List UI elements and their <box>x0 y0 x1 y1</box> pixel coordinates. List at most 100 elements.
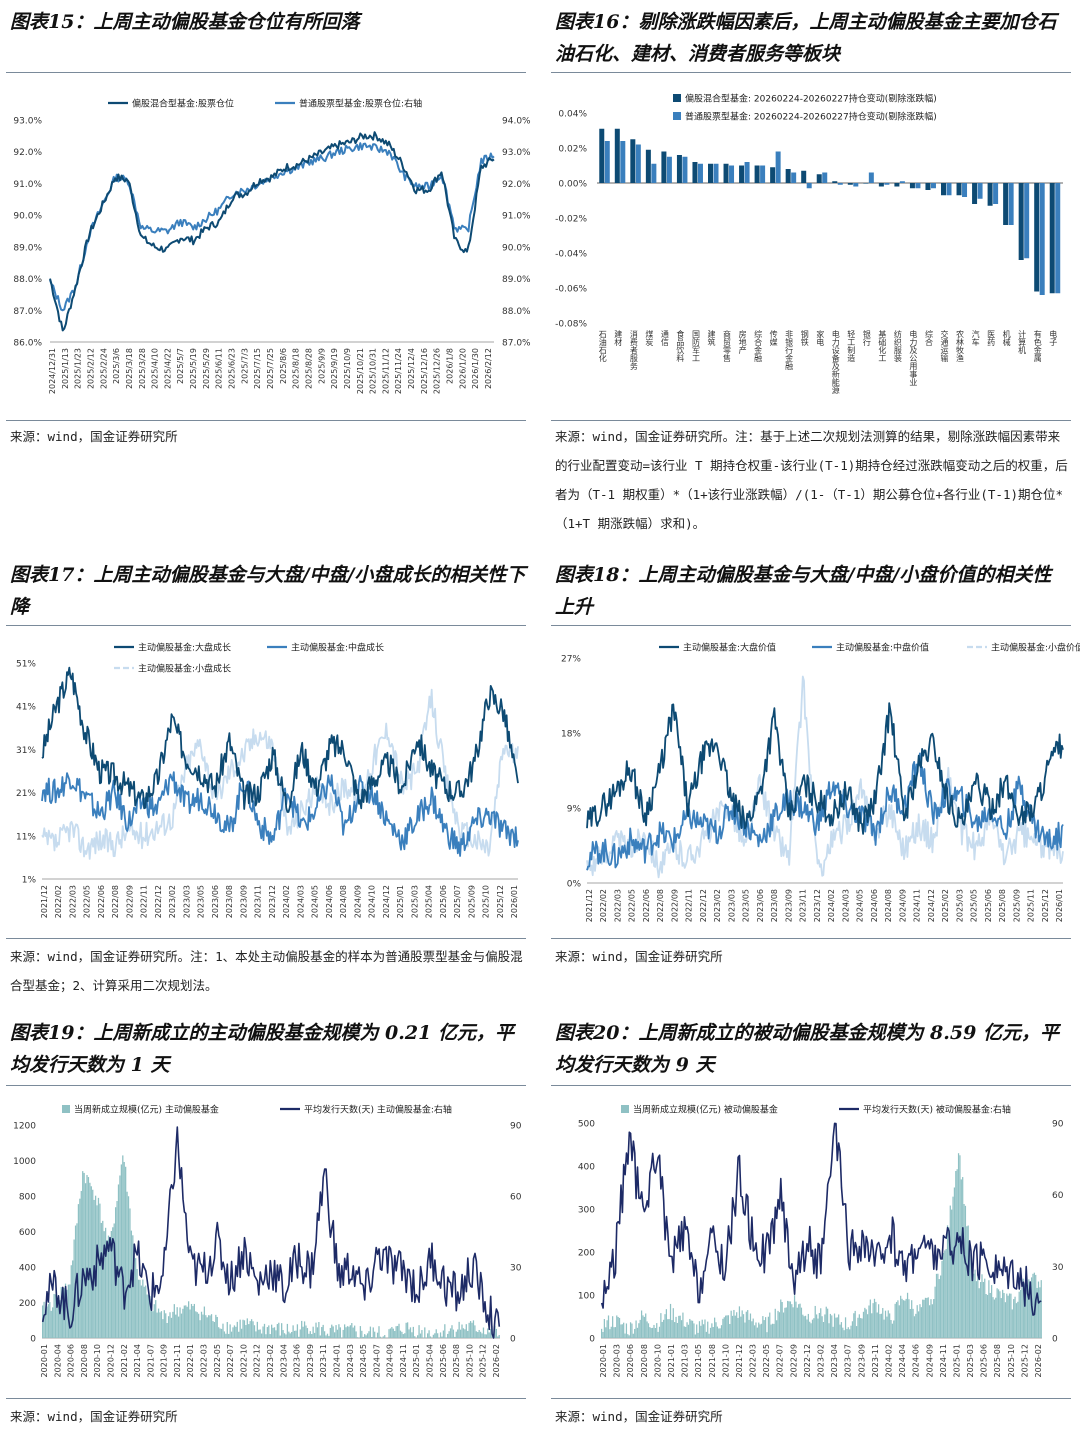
p19-bar-147 <box>252 1321 254 1338</box>
p16-category-5: 食品饮料 <box>676 329 685 363</box>
p20-bar-44 <box>661 1321 663 1338</box>
p19-bar-282 <box>445 1337 447 1338</box>
p20-bar-214 <box>895 1302 898 1338</box>
p20-bar-253 <box>949 1205 951 1338</box>
p19-bar-6 <box>50 1310 52 1338</box>
p20-bar-223 <box>908 1299 910 1338</box>
p19-ytick-0: 1200 <box>13 1122 36 1132</box>
p20-bar-147 <box>803 1316 805 1338</box>
p19-bar-107 <box>195 1311 197 1338</box>
p16-bar-1-29 <box>1055 183 1061 294</box>
p16-bar-1-3 <box>651 163 657 183</box>
p19-bar-269 <box>427 1333 429 1338</box>
p19-ytick-6: 0 <box>30 1335 36 1345</box>
p15-ytick-1: 92.0% <box>13 148 42 158</box>
p18-ytick-3: 0% <box>567 880 582 890</box>
p20-bar-167 <box>831 1315 833 1338</box>
p19-bar-5 <box>49 1302 51 1338</box>
p15-ytick-2: 91.0% <box>13 180 42 190</box>
p19-bar-182 <box>302 1326 304 1338</box>
p15-xtick-3: 2025/2/12 <box>86 348 95 389</box>
p20-bar-248 <box>942 1252 945 1338</box>
p20-bar-217 <box>900 1295 902 1338</box>
p20-y2tick-0: 90 <box>1052 1120 1064 1130</box>
p20-bar-82 <box>714 1317 716 1338</box>
p20-bar-157 <box>817 1318 819 1338</box>
p19-bar-251 <box>401 1331 403 1338</box>
p20-bar-145 <box>800 1307 803 1338</box>
p19-bar-194 <box>319 1335 321 1338</box>
p19-bar-152 <box>259 1329 261 1338</box>
p17-xtick-29: 2025/07 <box>453 885 462 918</box>
p19-bar-69 <box>140 1285 143 1338</box>
p18-legend-0-label: 主动偏股基金:大盘价值 <box>683 642 776 654</box>
p20-bar-12 <box>617 1316 619 1338</box>
p19-bar-168 <box>282 1330 284 1338</box>
p20-ytick-5: 0 <box>589 1335 595 1345</box>
p20-bar-139 <box>792 1307 794 1338</box>
p20-bar-181 <box>850 1325 852 1338</box>
p20-bar-8 <box>612 1316 614 1338</box>
p20-bar-198 <box>873 1298 876 1338</box>
p20-bar-295 <box>1007 1295 1009 1338</box>
p20-bar-52 <box>672 1308 674 1338</box>
p19-bar-201 <box>329 1327 331 1338</box>
p19-legend-0-swatch <box>62 1105 70 1113</box>
p17-xtick-18: 2024/03 <box>296 885 305 918</box>
p19-bar-253 <box>404 1333 406 1338</box>
p16-bar-0-14 <box>816 174 822 183</box>
p20-bar-125 <box>773 1323 775 1338</box>
p19-bar-25 <box>77 1204 80 1338</box>
p20-bar-110 <box>752 1318 754 1338</box>
p20-bar-88 <box>722 1318 724 1338</box>
p19-bar-153 <box>260 1333 263 1338</box>
p17-ytick-5: 1% <box>22 876 37 886</box>
p19-xtick-11: 2022-01 <box>186 1344 195 1377</box>
p19-bar-195 <box>321 1327 323 1338</box>
p20-bar-161 <box>822 1322 825 1338</box>
p16-bar-1-15 <box>837 183 843 185</box>
p16-bar-1-13 <box>806 183 812 189</box>
p20-xtick-7: 2021-05 <box>694 1344 703 1377</box>
p19-bar-312 <box>488 1332 490 1338</box>
p17-xtick-0: 2021/12 <box>40 885 49 918</box>
panel-19-bottom-rule <box>6 1398 526 1399</box>
p19-xtick-25: 2024-07 <box>372 1344 381 1377</box>
p19-bar-105 <box>192 1306 194 1338</box>
p20-y2tick-3: 0 <box>1052 1335 1058 1345</box>
p19-bar-247 <box>395 1326 397 1338</box>
p20-xtick-3: 2020-08 <box>640 1344 649 1377</box>
p20-bar-41 <box>657 1331 659 1338</box>
p20-bar-71 <box>698 1321 701 1338</box>
p16-category-18: 基础化工 <box>878 329 887 362</box>
p19-bar-291 <box>458 1321 460 1338</box>
p19-bar-129 <box>226 1322 228 1338</box>
p20-bar-1 <box>602 1331 604 1338</box>
p20-bar-272 <box>975 1281 978 1338</box>
p15-xtick-18: 2025/8/6 <box>279 348 288 384</box>
p19-bar-40 <box>99 1203 101 1338</box>
p15-xtick-11: 2025/5/19 <box>189 348 198 389</box>
p20-bar-268 <box>970 1254 972 1338</box>
p20-bar-303 <box>1018 1291 1020 1338</box>
p20-bar-154 <box>813 1318 815 1338</box>
p18-xtick-11: 2023/05 <box>742 889 751 922</box>
p19-xtick-29: 2025-04 <box>426 1344 435 1377</box>
p20-bar-138 <box>791 1304 793 1338</box>
p20-bar-5 <box>607 1315 610 1338</box>
p20-bar-6 <box>609 1329 611 1338</box>
p18-xtick-32: 2025/12 <box>1041 889 1050 922</box>
p20-bar-245 <box>938 1279 940 1338</box>
p17-xtick-8: 2022/12 <box>154 885 163 918</box>
p20-bar-176 <box>843 1330 845 1338</box>
p15-xtick-5: 2025/3/6 <box>112 348 121 384</box>
p19-bar-73 <box>146 1294 148 1338</box>
p20-ytick-0: 500 <box>578 1120 595 1130</box>
p20-bar-22 <box>631 1323 633 1338</box>
p17-ytick-3: 21% <box>16 789 36 799</box>
p20-bar-203 <box>880 1313 882 1338</box>
panel-19-source: 来源：wind，国金证券研究所 <box>10 1409 178 1424</box>
p20-bar-31 <box>643 1316 645 1338</box>
p20-xtick-26: 2025-01 <box>952 1344 961 1377</box>
p20-bar-141 <box>795 1301 797 1338</box>
